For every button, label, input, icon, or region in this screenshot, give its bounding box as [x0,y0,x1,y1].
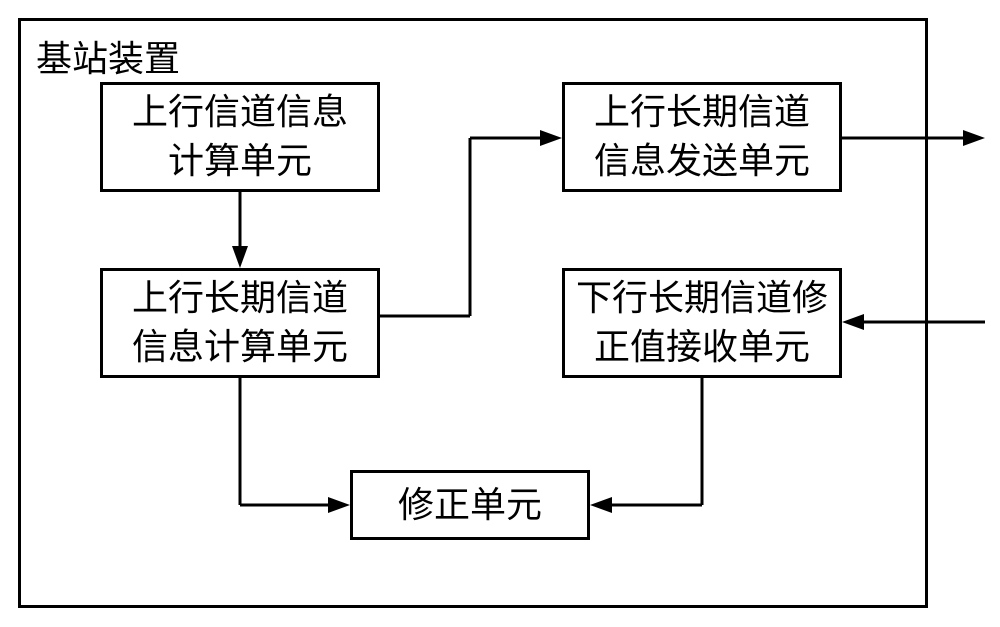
node-text-line: 下行长期信道修 [576,278,828,318]
node-text-line: 信息发送单元 [594,141,810,181]
node-correction-unit: 修正单元 [350,470,590,540]
node-text-line: 上行长期信道 [132,278,348,318]
node-text-line: 上行信道信息 [132,92,348,132]
node-text-line: 上行长期信道 [594,92,810,132]
outer-container-label: 基站装置 [36,30,180,82]
diagram-canvas: 基站装置 上行信道信息 计算单元 上行长期信道 信息发送单元 上行长期信道 信息… [0,0,1000,627]
node-uplink-longterm-calc: 上行长期信道 信息计算单元 [100,268,380,378]
node-text-line: 计算单元 [168,141,312,181]
node-uplink-channel-info-calc: 上行信道信息 计算单元 [100,82,380,192]
node-text-line: 修正单元 [398,485,542,525]
node-text-line: 正值接收单元 [594,327,810,367]
node-downlink-longterm-recv: 下行长期信道修 正值接收单元 [562,268,842,378]
node-uplink-longterm-send: 上行长期信道 信息发送单元 [562,82,842,192]
node-text-line: 信息计算单元 [132,327,348,367]
